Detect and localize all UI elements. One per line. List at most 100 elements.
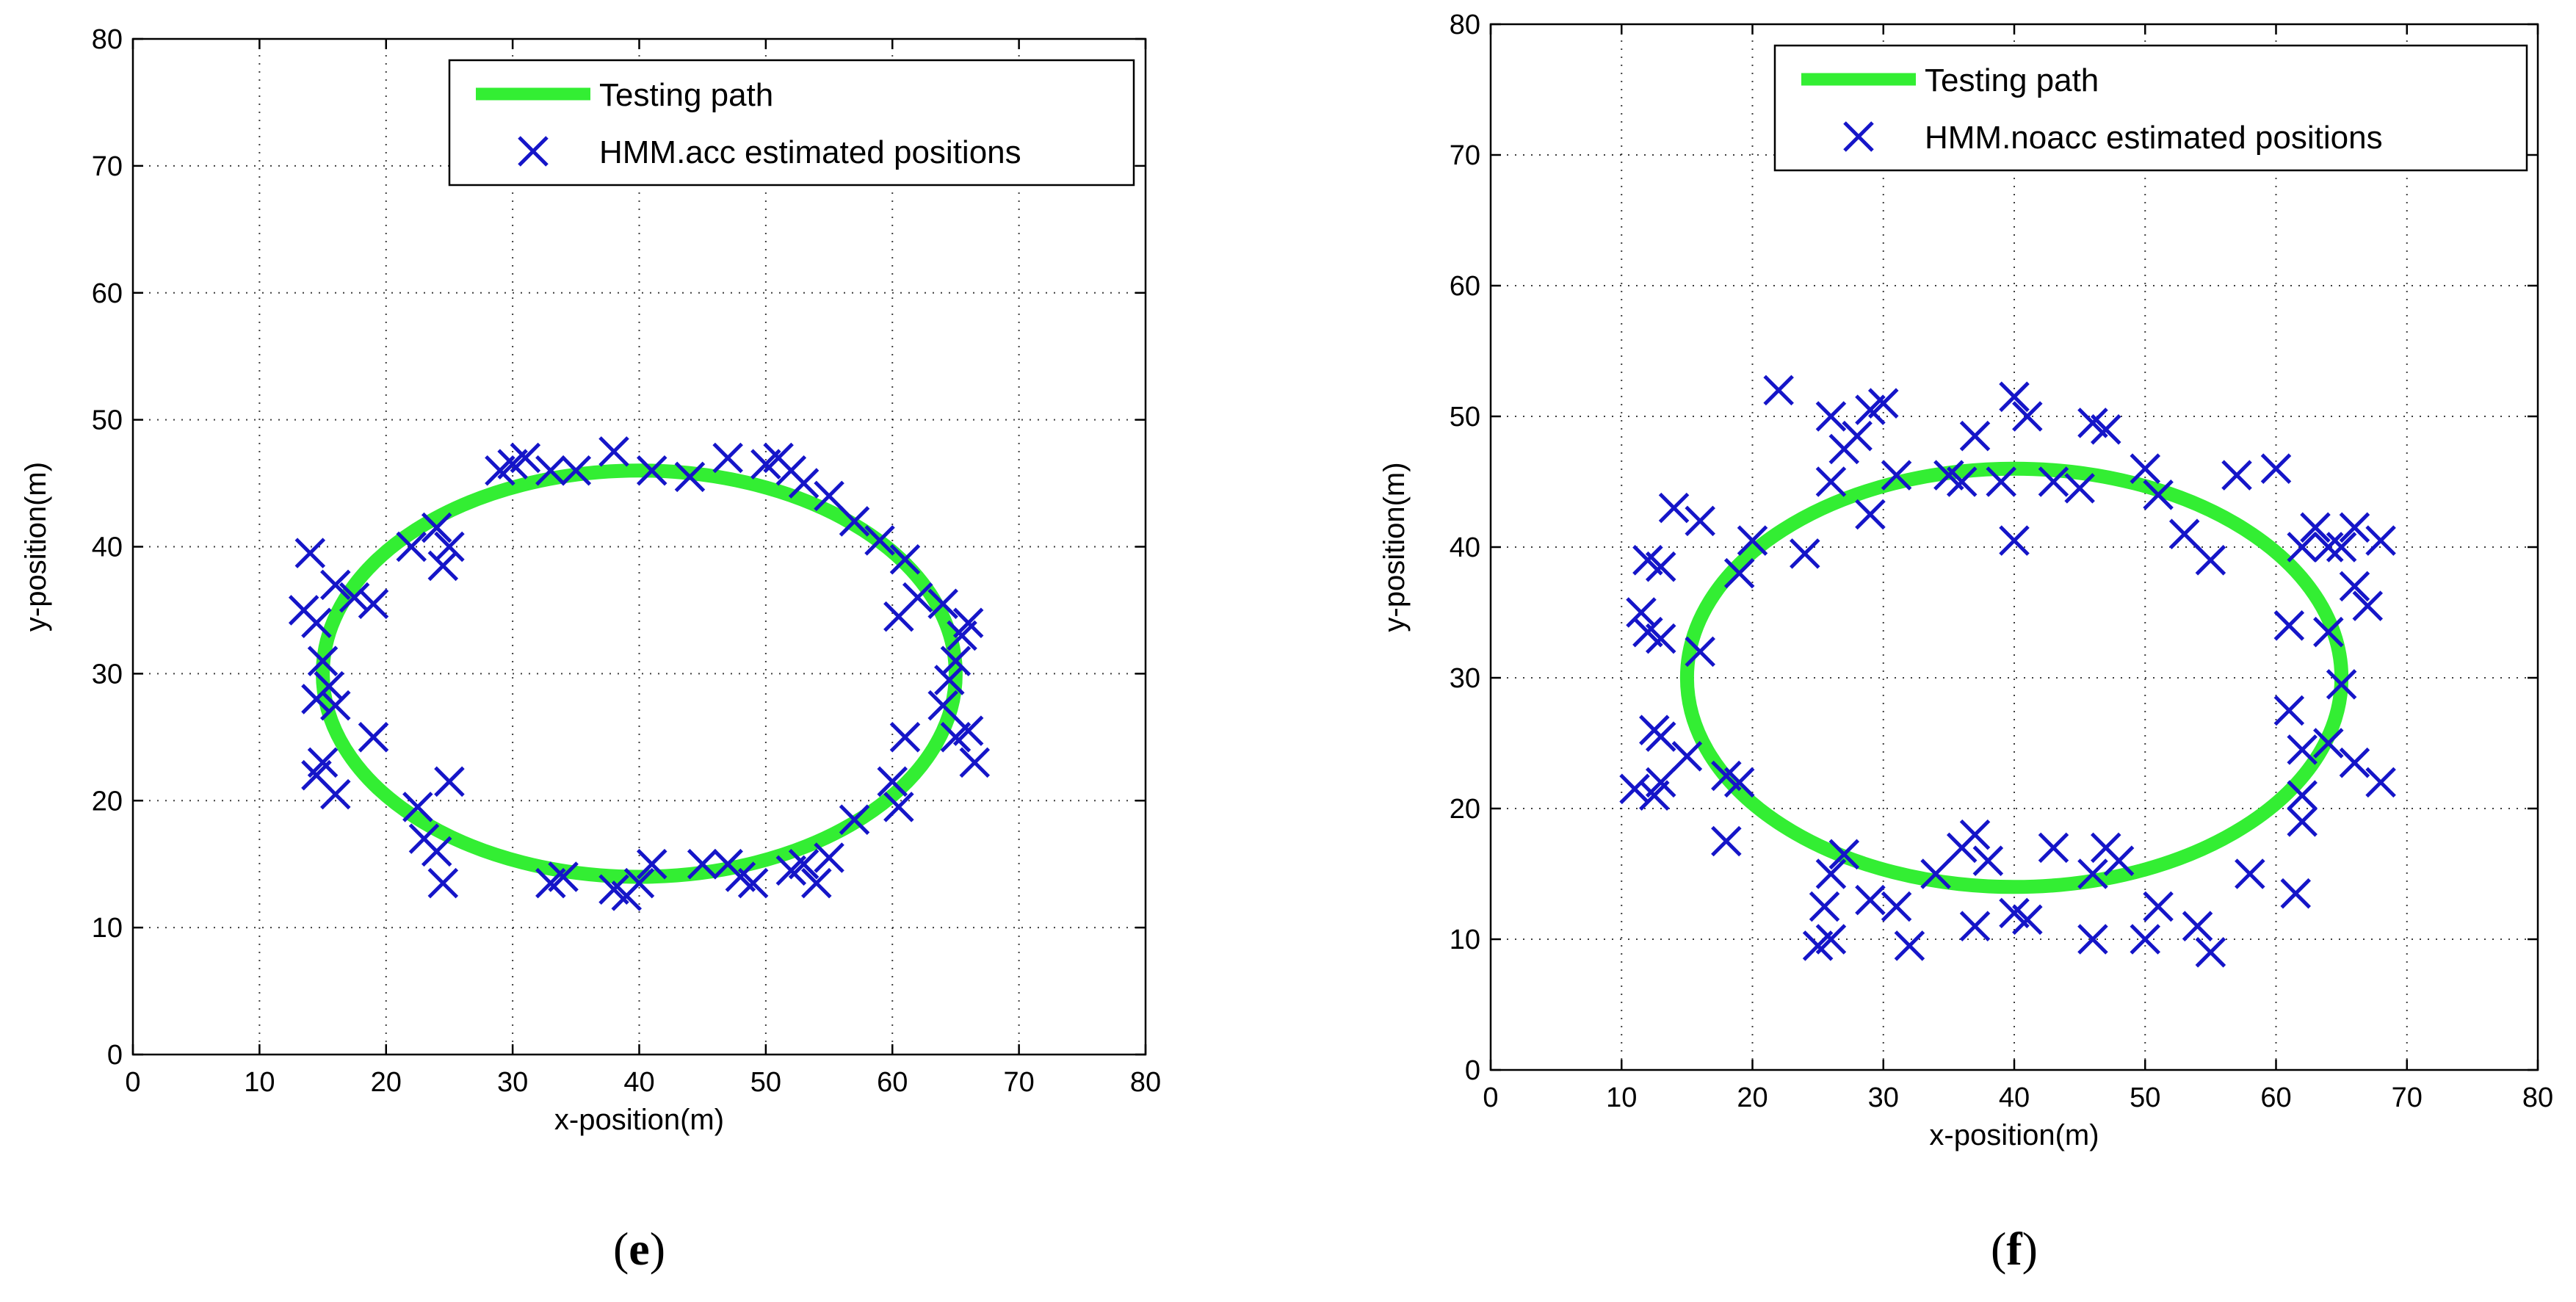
estimated-position-marker [839,804,870,835]
x-tick-label: 20 [1737,1082,1768,1113]
estimated-position-marker [402,792,433,822]
y-axis-label: y-position(m) [1378,462,1411,632]
y-tick-label: 10 [1450,925,1480,955]
y-tick-label: 80 [1450,10,1480,40]
y-axis-label: y-position(m) [20,462,52,632]
estimated-position-marker [883,792,914,822]
estimated-position-marker [427,867,459,899]
estimated-position-marker [674,461,706,493]
chart-panel-e: 0 10 20 30 40 50 60 70 80 0 10 20 30 40 50 60 70 80 x-posi… [20,24,1161,1275]
estimated-position-marker [959,747,991,778]
estimated-position-marker [1645,623,1676,654]
estimated-position-marker [1626,597,1657,628]
estimated-position-marker [940,645,972,676]
legend: Testing path HMM.acc estimated positions [448,59,1135,187]
estimated-position-marker [1619,773,1650,805]
estimated-position-marker [1959,911,1991,941]
estimated-position-marker [1999,525,2030,556]
estimated-position-marker [952,715,984,746]
estimated-position-marker [902,582,933,613]
estimated-position-marker [1763,375,1794,406]
estimated-position-marker [1881,460,1912,491]
y-tick-label: 70 [1450,140,1480,171]
estimated-position-marker [2130,924,2161,955]
estimated-position-marker [2287,806,2318,837]
estimated-position-marker [636,848,667,880]
x-tick-label: 70 [2392,1082,2423,1113]
estimated-position-marker [1685,636,1715,668]
estimated-position-marker [1645,551,1676,582]
x-tick-label: 10 [1606,1082,1637,1113]
estimated-position-marker [320,778,351,810]
estimated-position-marker [801,867,832,899]
estimated-position-marker [1815,858,1847,889]
estimated-position-marker [1855,499,1886,530]
estimated-position-marker [320,569,351,601]
estimated-position-marker [927,690,958,721]
estimated-position-marker [2130,453,2161,484]
estimated-position-marker [2280,878,2312,909]
estimated-position-marker [1986,466,2016,497]
estimated-position-marker [1723,557,1755,589]
estimated-position-marker [1645,721,1676,752]
plot-area [1619,375,2396,968]
estimated-position-marker [1723,767,1755,798]
estimated-position-marker [434,766,465,798]
estimated-position-marker [2143,480,2174,510]
estimated-position-marker [775,855,807,886]
estimated-position-marker [889,544,921,575]
estimated-position-marker [1802,930,1834,961]
legend: Testing path HMM.noacc estimated position… [1773,44,2528,172]
estimated-position-marker [1737,525,1768,556]
estimated-position-marker [1867,388,1899,419]
estimated-position-marker [2339,512,2370,543]
estimated-position-marker [1946,832,1978,864]
estimated-position-marker [2143,891,2174,922]
estimated-position-marker [2195,937,2226,968]
estimated-position-marker [301,607,332,638]
x-tick-label: 10 [244,1067,275,1098]
estimated-position-marker [712,442,743,474]
x-tick-label: 30 [1868,1082,1899,1113]
estimated-position-marker [2077,924,2108,955]
estimated-position-marker [1959,420,1991,452]
estimated-position-marker [2260,453,2292,484]
estimated-position-marker [2352,590,2384,621]
estimated-position-marker [560,455,592,486]
estimated-position-marker [927,588,958,620]
estimated-position-marker [2168,518,2200,549]
estimated-position-marker [1933,460,1964,491]
x-tick-label: 50 [2130,1082,2160,1113]
x-axis-label: x-position(m) [554,1104,724,1136]
x-tick-label: 40 [1999,1082,2030,1113]
x-tick-label: 70 [1003,1067,1034,1098]
x-tick-label: 60 [877,1067,908,1098]
estimated-position-marker [1881,891,1912,922]
y-tick-label: 40 [92,532,123,563]
estimated-position-marker [2326,669,2357,700]
estimated-position-marker [2287,734,2318,765]
legend-label-estimated-positions: HMM.noacc estimated positions [1925,120,2383,156]
estimated-position-marker [320,690,351,721]
estimated-position-marker [2313,728,2344,759]
estimated-position-marker [2038,466,2069,497]
estimated-position-marker [1894,930,1925,961]
estimated-position-marker [636,455,667,486]
estimated-position-marker [788,468,820,499]
legend-marker-swatch [1843,121,1874,152]
estimated-position-marker [2103,845,2135,876]
legend-box [1773,44,2528,172]
estimated-position-marker [2182,911,2213,941]
x-tick-label: 50 [750,1067,781,1098]
y-tick-label: 50 [92,405,123,436]
legend-box [448,59,1135,187]
y-tick-label: 60 [1450,271,1480,302]
panel-label: (f) [1991,1223,2038,1275]
estimated-position-marker [294,538,326,568]
legend-label-estimated-positions: HMM.acc estimated positions [599,134,1021,170]
x-tick-label: 0 [125,1067,140,1098]
estimated-position-marker [598,436,629,467]
estimated-position-marker [712,848,743,880]
estimated-position-marker [864,525,895,556]
estimated-position-marker [535,455,566,486]
